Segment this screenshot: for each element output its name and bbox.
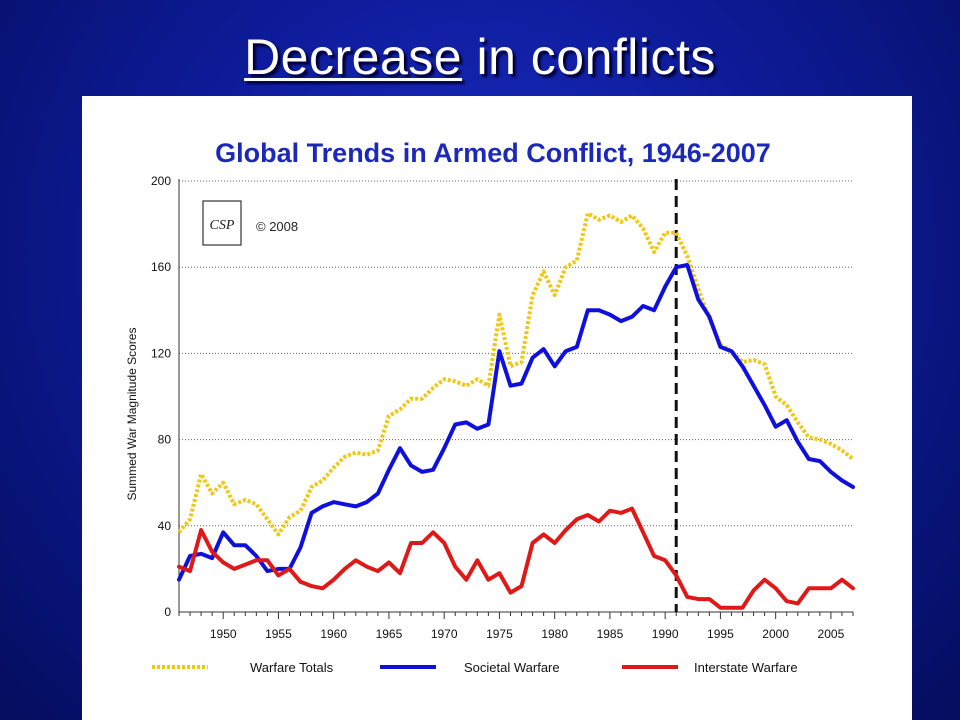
y-tick-label-80: 80 <box>158 433 172 447</box>
x-tick-label-1950: 1950 <box>210 627 237 641</box>
csp-logo-frame <box>202 200 242 246</box>
y-tick-label-40: 40 <box>158 519 172 533</box>
y-tick-label-120: 120 <box>151 346 171 360</box>
x-tick-label-1990: 1990 <box>652 627 679 641</box>
csp-logo: CSP <box>202 200 242 246</box>
y-tick-label-0: 0 <box>164 605 171 619</box>
x-tick-label-1965: 1965 <box>376 627 403 641</box>
legend-label-societal-warfare: Societal Warfare <box>464 660 560 675</box>
chart-panel: Global Trends in Armed Conflict, 1946-20… <box>82 96 912 720</box>
legend-label-warfare-totals: Warfare Totals <box>250 660 334 675</box>
x-tick-label-1960: 1960 <box>320 627 347 641</box>
x-tick-label-1985: 1985 <box>597 627 624 641</box>
series-line-interstate-warfare <box>177 506 855 610</box>
y-tick-label-160: 160 <box>151 260 171 274</box>
x-tick-label-1980: 1980 <box>541 627 568 641</box>
chart-title: Global Trends in Armed Conflict, 1946-20… <box>215 138 771 168</box>
x-tick-label-2005: 2005 <box>818 627 845 641</box>
series-lines <box>177 179 855 612</box>
axes: 0 40 80 120 160 200 1950 1955 1960 1965 1970 1975 19… <box>151 174 854 641</box>
copyright-text: © 2008 <box>256 219 298 234</box>
series-line-societal-warfare <box>177 263 855 582</box>
x-tick-label-1975: 1975 <box>486 627 513 641</box>
slide-title-rest: in conflicts <box>462 29 716 85</box>
line-chart: Global Trends in Armed Conflict, 1946-20… <box>125 138 855 675</box>
csp-logo-text: CSP <box>210 218 235 233</box>
x-tick-label-1995: 1995 <box>707 627 734 641</box>
legend-label-interstate-warfare: Interstate Warfare <box>694 660 798 675</box>
x-tick-label-1970: 1970 <box>431 627 458 641</box>
legend: Warfare Totals Societal Warfare Interstate… <box>152 660 798 675</box>
slide-title: Decrease in conflicts <box>0 28 960 86</box>
grid <box>179 180 853 527</box>
x-tick-label-1955: 1955 <box>265 627 292 641</box>
x-tick-label-2000: 2000 <box>762 627 789 641</box>
y-tick-label-200: 200 <box>151 174 171 188</box>
y-axis-label: Summed War Magnitude Scores <box>125 328 139 501</box>
series-line-warfare-totals <box>177 211 855 537</box>
slide-title-underlined: Decrease <box>244 29 463 85</box>
